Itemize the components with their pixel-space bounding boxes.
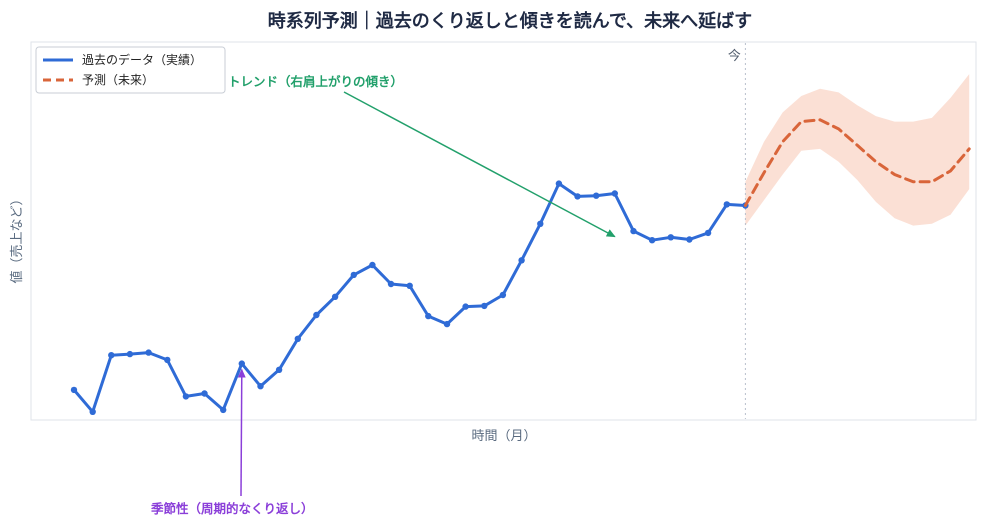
- legend-box: [35, 46, 226, 94]
- data-point-actual: [462, 303, 469, 310]
- data-point-actual: [593, 192, 600, 199]
- data-point-actual: [70, 386, 78, 394]
- data-point-actual: [406, 282, 413, 289]
- data-point-actual: [313, 311, 320, 319]
- data-point-actual: [257, 383, 264, 390]
- data-point-actual: [704, 229, 712, 237]
- data-point-actual: [648, 237, 656, 244]
- data-point-actual: [164, 356, 171, 364]
- data-point-actual: [686, 236, 693, 243]
- data-point-actual: [201, 390, 208, 397]
- data-point-actual: [238, 360, 245, 367]
- x-axis-label: 時間（月）: [471, 429, 536, 444]
- seasonality-annotation: 季節性（周期的なくり返し）: [150, 501, 314, 516]
- data-point-actual: [518, 257, 525, 264]
- data-point-actual: [630, 227, 637, 235]
- data-point-actual: [89, 408, 96, 415]
- data-point-actual: [294, 335, 301, 342]
- data-point-actual: [667, 234, 674, 241]
- data-point-actual: [555, 180, 563, 187]
- data-point-actual: [275, 366, 283, 373]
- trend-arrow: [343, 91, 616, 238]
- legend-label-actual: 過去のデータ（実績）: [82, 52, 202, 67]
- series-layer: [70, 118, 971, 415]
- now-label: 今: [728, 48, 741, 64]
- data-point-actual: [387, 280, 395, 288]
- data-point-actual: [425, 312, 432, 320]
- data-point-actual: [481, 302, 488, 310]
- legend: 過去のデータ（実績） 予測（未来）: [35, 46, 226, 94]
- data-point-actual: [145, 349, 152, 356]
- data-point-actual: [611, 190, 618, 197]
- forecast-confidence-band: [745, 74, 970, 226]
- data-point-actual: [182, 393, 190, 400]
- data-point-actual: [331, 293, 339, 300]
- data-point-actual: [499, 291, 507, 299]
- forecast-band-layer: [745, 74, 970, 226]
- data-point-actual: [574, 193, 581, 200]
- y-axis-label: 値（売上など）: [9, 192, 25, 283]
- series-line-forecast: [743, 118, 971, 207]
- data-point-actual: [537, 220, 544, 227]
- data-point-actual: [350, 271, 357, 279]
- legend-label-forecast: 予測（未来）: [82, 73, 154, 87]
- data-point-actual: [443, 320, 451, 328]
- data-point-actual: [220, 406, 227, 414]
- trend-annotation: トレンド（右肩上がりの傾き）: [228, 74, 403, 89]
- data-point-actual: [369, 261, 376, 269]
- chart-title: 時系列予測｜過去のくり返しと傾きを読んで、未来へ延ばす: [268, 10, 752, 32]
- data-point-actual: [723, 201, 730, 208]
- data-point-actual: [108, 352, 115, 359]
- data-point-actual: [126, 350, 134, 358]
- seasonality-arrow: [237, 368, 246, 497]
